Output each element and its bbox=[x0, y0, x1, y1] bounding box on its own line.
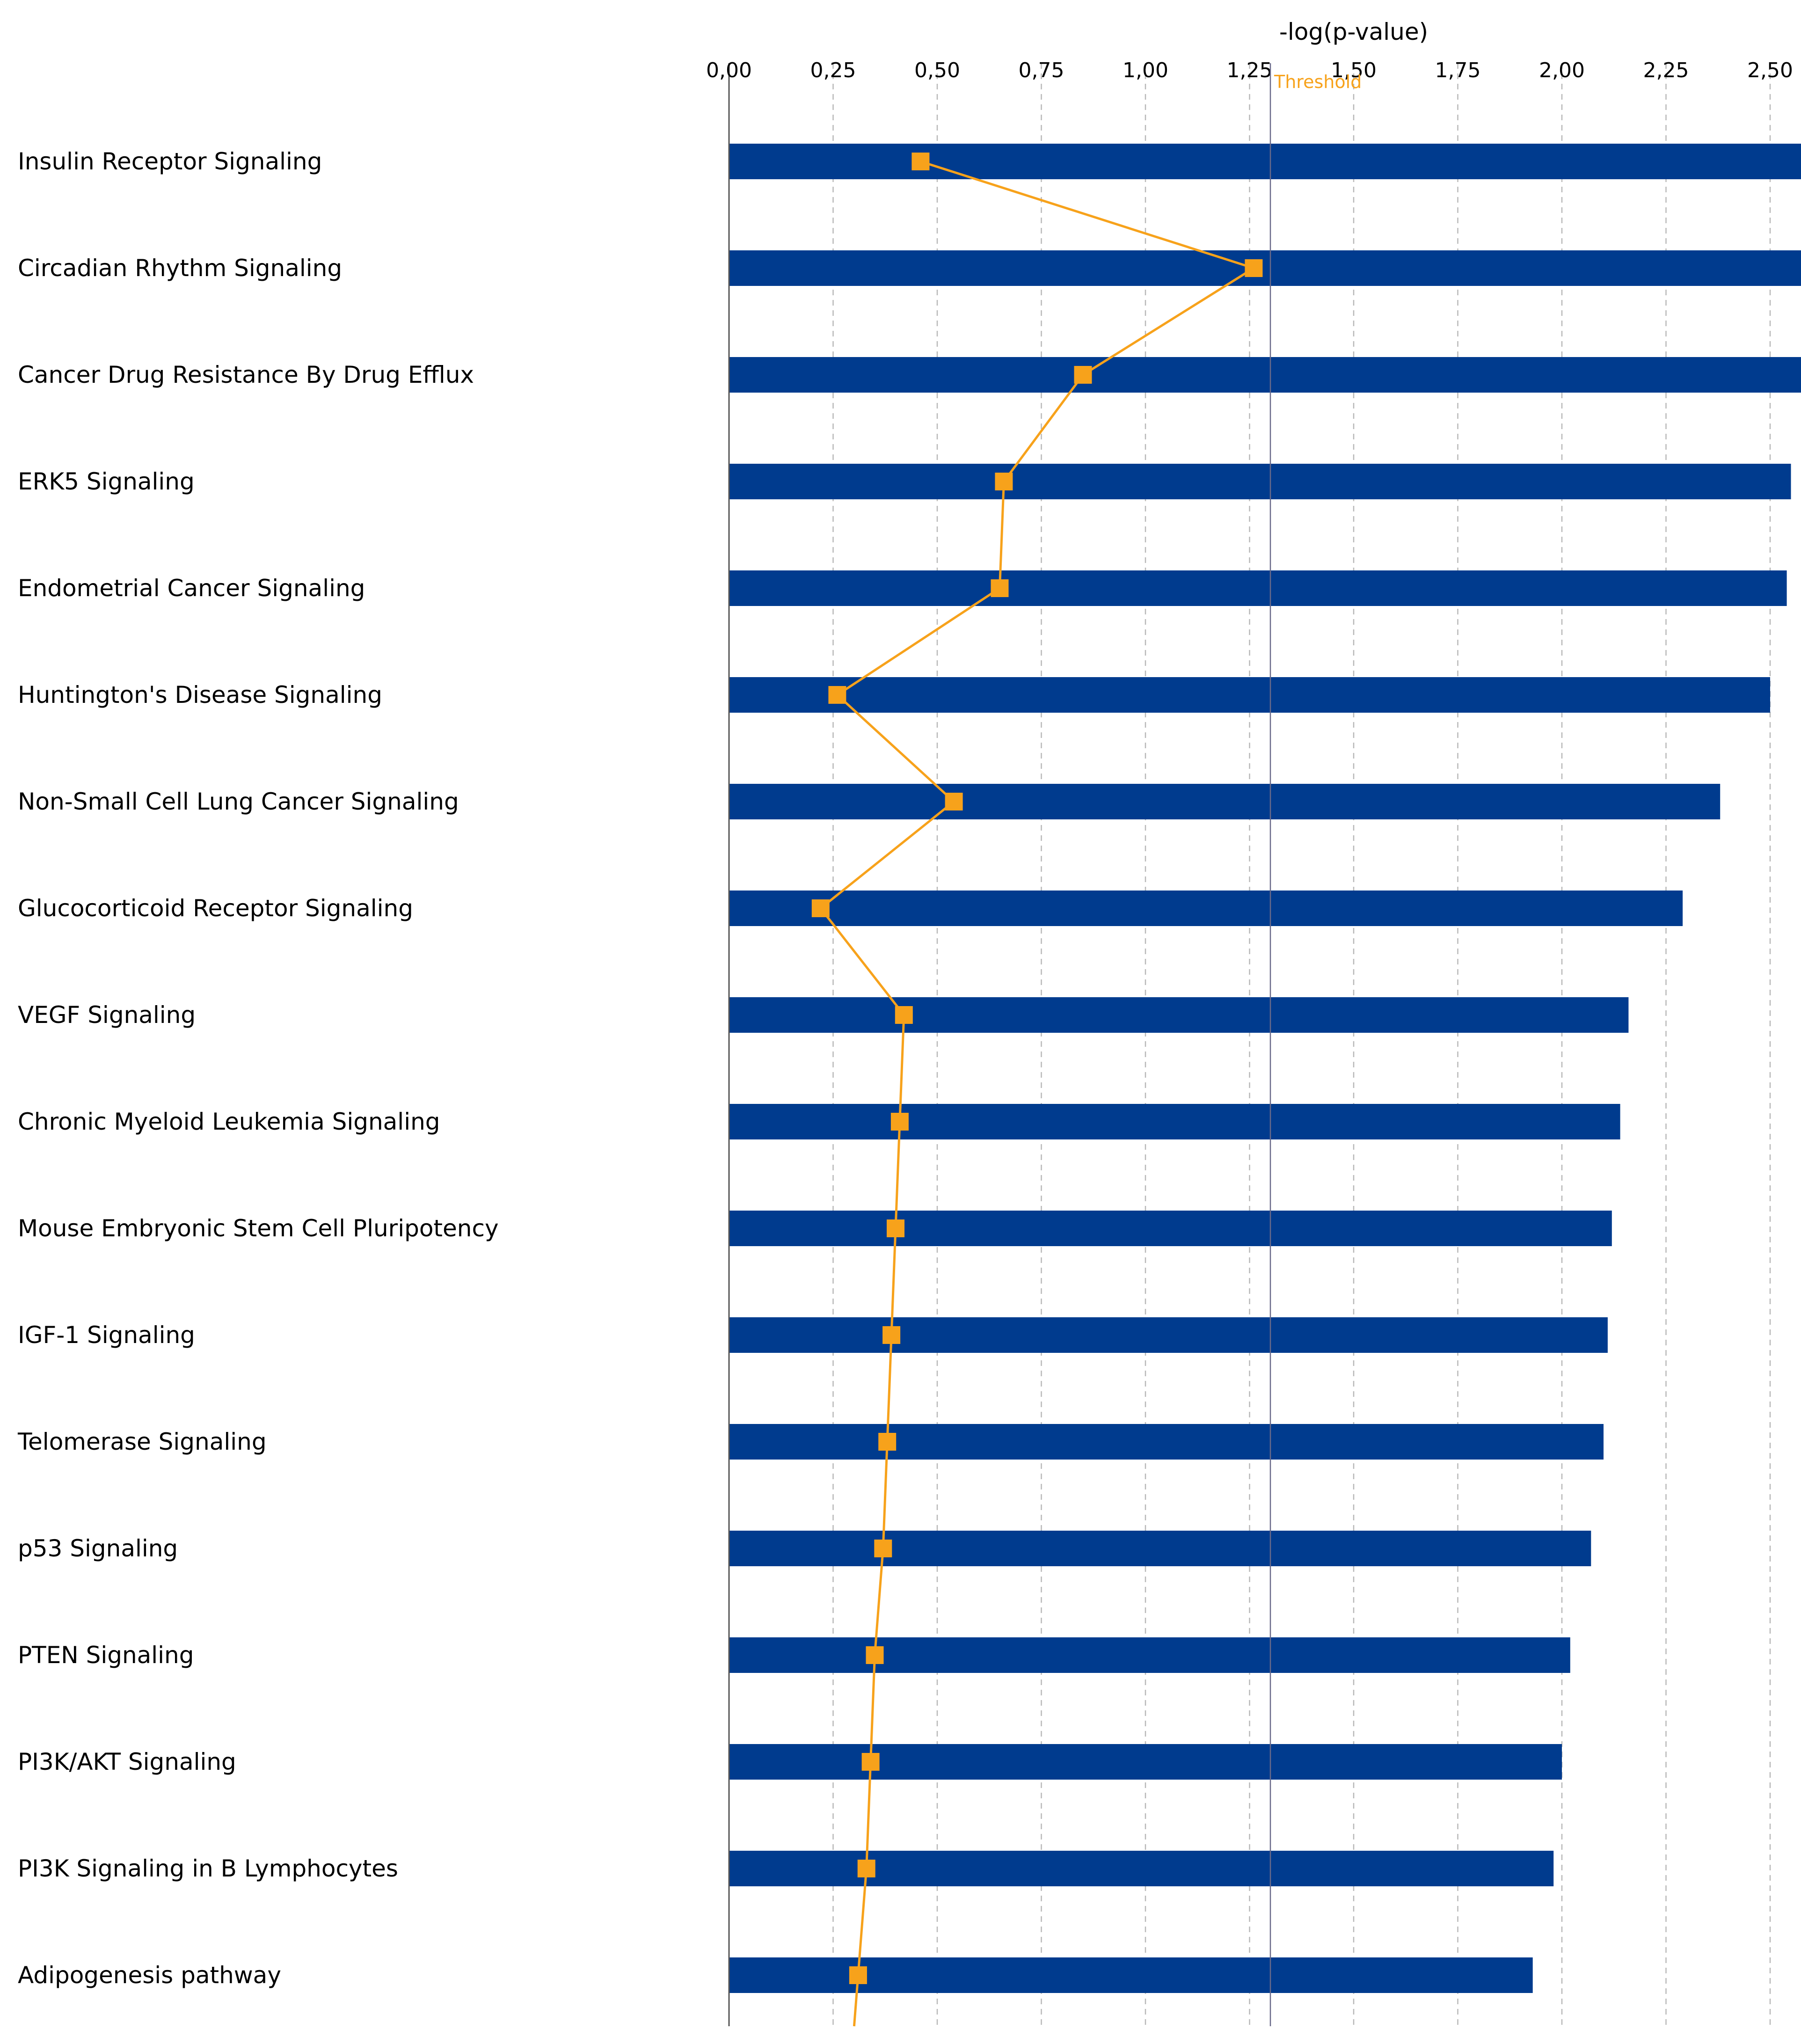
bar bbox=[729, 1744, 1562, 1780]
category-label: PTEN Signaling bbox=[18, 1642, 194, 1669]
x-tick-label: 1,25 bbox=[1227, 58, 1273, 82]
ratio-marker bbox=[866, 1646, 884, 1664]
category-label: p53 Signaling bbox=[18, 1535, 178, 1562]
ratio-marker bbox=[895, 1006, 913, 1024]
bar bbox=[729, 1851, 1554, 1886]
ratio-marker bbox=[911, 153, 930, 170]
ratio-marker bbox=[887, 1219, 904, 1237]
ratio-marker bbox=[857, 1860, 875, 1877]
ratio-marker bbox=[995, 473, 1013, 490]
bars bbox=[729, 144, 1801, 1993]
x-tick-label: 2,00 bbox=[1539, 58, 1585, 82]
ratio-marker bbox=[1074, 366, 1092, 384]
category-label: Circadian Rhythm Signaling bbox=[18, 255, 342, 282]
category-labels: Insulin Receptor Signaling Circadian Rhyt… bbox=[17, 148, 499, 1989]
x-tick-label: 0,50 bbox=[914, 58, 960, 82]
threshold-label: Threshold bbox=[1274, 72, 1362, 92]
bar bbox=[729, 1424, 1604, 1460]
x-tick-label: 0,75 bbox=[1019, 58, 1065, 82]
bar bbox=[729, 997, 1629, 1033]
threshold: Threshold bbox=[1269, 63, 1362, 2026]
x-axis: -log(p-value) 0,00 0,25 0,50 0,75 1,00 1,25 1,5… bbox=[706, 18, 1793, 2026]
ratio-marker bbox=[945, 793, 963, 810]
bar bbox=[729, 1531, 1591, 1566]
bar bbox=[729, 1211, 1612, 1246]
ratio-marker bbox=[878, 1433, 897, 1451]
x-axis-title: -log(p-value) bbox=[1279, 18, 1428, 45]
x-tick-label: 1,50 bbox=[1331, 58, 1377, 82]
category-label: Insulin Receptor Signaling bbox=[18, 148, 322, 175]
ratio-marker bbox=[811, 899, 830, 917]
ratio-marker bbox=[1245, 259, 1263, 277]
bar bbox=[729, 891, 1683, 926]
category-label: Telomerase Signaling bbox=[17, 1428, 267, 1455]
category-label: Adipogenesis pathway bbox=[18, 1962, 281, 1989]
category-label: IGF-1 Signaling bbox=[18, 1321, 195, 1349]
ratio-marker bbox=[861, 1753, 880, 1771]
category-label: PI3K Signaling in B Lymphocytes bbox=[18, 1855, 398, 1882]
category-label: Glucocorticoid Receptor Signaling bbox=[18, 895, 413, 922]
x-tick-label: 1,75 bbox=[1435, 58, 1481, 82]
category-label: Huntington's Disease Signaling bbox=[18, 681, 382, 708]
bar bbox=[729, 570, 1787, 606]
category-label: Chronic Myeloid Leukemia Signaling bbox=[18, 1108, 440, 1135]
bar bbox=[729, 250, 1801, 286]
bar bbox=[729, 784, 1721, 819]
bar bbox=[729, 1637, 1570, 1673]
ratio-marker bbox=[828, 686, 846, 704]
ratio-marker bbox=[890, 1113, 909, 1131]
x-tick-label: 0,00 bbox=[706, 58, 752, 82]
category-label: Mouse Embryonic Stem Cell Pluripotency bbox=[18, 1215, 499, 1242]
x-tick-label: 2,50 bbox=[1747, 58, 1793, 82]
ratio-marker bbox=[991, 579, 1009, 597]
bar bbox=[729, 464, 1791, 499]
x-tick-label: 1,00 bbox=[1123, 58, 1168, 82]
category-label: ERK5 Signaling bbox=[18, 468, 195, 495]
bar bbox=[729, 357, 1801, 393]
x-tick-label: 2,25 bbox=[1643, 58, 1689, 82]
bar bbox=[729, 1317, 1608, 1353]
gridlines bbox=[832, 63, 1771, 2026]
ratio-marker bbox=[874, 1540, 892, 1557]
category-label: Endometrial Cancer Signaling bbox=[18, 575, 365, 602]
x-tick-label: 0,25 bbox=[810, 58, 856, 82]
category-label: Cancer Drug Resistance By Drug Efflux bbox=[18, 361, 474, 388]
category-label: Non-Small Cell Lung Cancer Signaling bbox=[18, 788, 459, 815]
ratio-line-series bbox=[811, 153, 1263, 2027]
ratio-marker bbox=[849, 1966, 867, 1984]
bar bbox=[729, 677, 1770, 713]
ratio-marker bbox=[882, 1326, 901, 1344]
category-label: VEGF Signaling bbox=[18, 1001, 196, 1029]
bar bbox=[729, 1104, 1620, 1139]
bar bbox=[729, 144, 1801, 179]
category-label: PI3K/AKT Signaling bbox=[18, 1748, 236, 1775]
